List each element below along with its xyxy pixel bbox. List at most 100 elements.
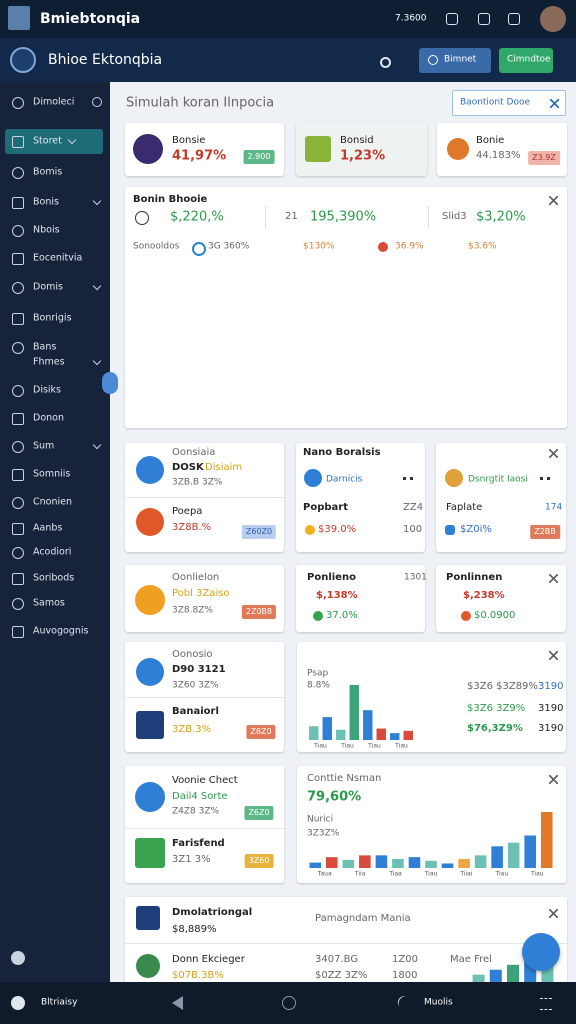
icon bbox=[445, 525, 455, 535]
sidebar-item: Bans bbox=[33, 341, 57, 353]
mini-bar bbox=[506, 964, 520, 982]
card-text: 3407.BG bbox=[315, 954, 359, 965]
close-icon[interactable] bbox=[549, 449, 558, 458]
icon bbox=[135, 782, 165, 812]
search-icon[interactable] bbox=[428, 55, 438, 65]
close-icon[interactable] bbox=[549, 651, 558, 660]
status-icon[interactable] bbox=[478, 13, 490, 25]
card-text: $,138% bbox=[316, 590, 358, 601]
mini-x-label: Taua bbox=[317, 871, 332, 878]
notice-text: Baontiont Dooe bbox=[460, 97, 531, 108]
nav-back[interactable] bbox=[172, 996, 183, 1010]
icon bbox=[136, 954, 160, 978]
sidebar-icon bbox=[12, 626, 24, 638]
header-icon[interactable] bbox=[380, 57, 391, 68]
mini-bar bbox=[474, 855, 487, 868]
status-icon[interactable] bbox=[446, 13, 458, 25]
card-text: $3Z6 $3Z89% bbox=[467, 681, 538, 692]
card-text: Pamagndam Mania bbox=[315, 913, 411, 924]
mini-bar bbox=[491, 846, 503, 868]
chart-stat: $,220,% bbox=[170, 209, 224, 225]
card-text: Banaiorl bbox=[172, 706, 219, 717]
more-icon[interactable] bbox=[540, 477, 550, 483]
divider bbox=[125, 943, 567, 944]
sidebar-icon bbox=[12, 225, 24, 237]
nav-label: Muolis bbox=[424, 997, 453, 1008]
toggle bbox=[92, 97, 102, 107]
card-text: 3190 bbox=[538, 723, 564, 734]
card-text: 3ZB.B 3Z% bbox=[172, 477, 223, 488]
card-text: Darnicis bbox=[326, 474, 363, 485]
sidebar-item: Cnonien bbox=[33, 496, 72, 508]
card-text: Farisfend bbox=[172, 838, 225, 849]
card-text: 1800 bbox=[392, 970, 418, 981]
close-icon[interactable] bbox=[550, 99, 559, 108]
sidebar-item: Samos bbox=[33, 597, 65, 609]
sidebar-item: Eocenitvia bbox=[33, 252, 83, 264]
sidebar-item: Fhmes bbox=[33, 356, 65, 368]
more-icon[interactable] bbox=[403, 477, 413, 483]
card-text: $0.0900 bbox=[474, 610, 516, 621]
sidebar-item: Donon bbox=[33, 412, 64, 424]
close-icon[interactable] bbox=[549, 574, 558, 583]
header-title: Bhioe Ektonqbia bbox=[48, 52, 163, 68]
nav-icon[interactable] bbox=[540, 998, 552, 1010]
notice-box bbox=[452, 90, 566, 116]
chart-title: Bonin Bhooie bbox=[133, 194, 208, 205]
sidebar-icon bbox=[12, 547, 24, 559]
card-text: 3ZB.3% bbox=[172, 724, 212, 735]
mini-bar bbox=[540, 812, 553, 868]
close-icon[interactable] bbox=[549, 775, 558, 784]
card-text: Z6Z0 bbox=[244, 806, 274, 820]
avatar[interactable] bbox=[540, 6, 566, 32]
divider bbox=[125, 497, 284, 498]
page-title: Simulah koran Ilnpocia bbox=[126, 95, 275, 111]
mini-bar bbox=[309, 862, 322, 868]
card-text: Nurici bbox=[307, 814, 334, 825]
icon bbox=[133, 134, 163, 164]
close-icon[interactable] bbox=[549, 909, 558, 918]
legend-text: Sonooldos bbox=[133, 241, 180, 252]
sidebar-item: Acodiori bbox=[33, 546, 72, 558]
sidebar-item: Soribods bbox=[33, 572, 75, 584]
card-text: Z2BB bbox=[530, 525, 560, 539]
settings-icon[interactable] bbox=[11, 951, 25, 965]
card-text: Z60Z0 bbox=[241, 525, 277, 539]
card-text: 3Z8.8Z% bbox=[172, 605, 213, 616]
card-text: 100 bbox=[403, 524, 423, 535]
card-text: $,238% bbox=[463, 590, 505, 601]
card-text: $0ZZ 3Z% bbox=[315, 970, 368, 981]
card bbox=[436, 565, 566, 632]
clock: 7.3600 bbox=[395, 13, 427, 24]
sidebar-active[interactable] bbox=[5, 129, 103, 154]
card-text: $Z0i% bbox=[460, 524, 492, 535]
sidebar-item: Auvogognis bbox=[33, 625, 89, 637]
icon bbox=[378, 242, 388, 252]
icon bbox=[461, 611, 471, 621]
icon bbox=[136, 456, 164, 484]
card-text: $07B.3B% bbox=[172, 970, 224, 981]
primary-button[interactable] bbox=[499, 48, 553, 73]
divider bbox=[125, 828, 284, 829]
app-icon bbox=[8, 6, 30, 30]
nav-home[interactable] bbox=[282, 996, 296, 1010]
fab[interactable] bbox=[522, 933, 560, 971]
card-text: Donn Ekcieger bbox=[172, 954, 245, 965]
card-text: 3190 bbox=[538, 681, 564, 692]
card-text: 3Z60 bbox=[244, 854, 274, 868]
sidebar-item: Sum bbox=[33, 440, 55, 452]
card-text: Voonie Chect bbox=[172, 775, 238, 786]
sidebar-icon bbox=[12, 97, 24, 109]
collapse-handle[interactable] bbox=[102, 372, 118, 394]
icon bbox=[305, 136, 331, 162]
card-text: Disiaim bbox=[205, 462, 243, 473]
card-text: $3Z6 3Z9% bbox=[467, 703, 526, 714]
sidebar-item: Bomis bbox=[33, 166, 63, 178]
sidebar-icon bbox=[12, 598, 24, 610]
close-icon[interactable] bbox=[549, 196, 558, 205]
status-icon[interactable] bbox=[508, 13, 520, 25]
icon bbox=[304, 469, 322, 487]
icon bbox=[136, 906, 160, 930]
sidebar-icon bbox=[12, 385, 24, 397]
card-text: Faplate bbox=[446, 502, 483, 513]
